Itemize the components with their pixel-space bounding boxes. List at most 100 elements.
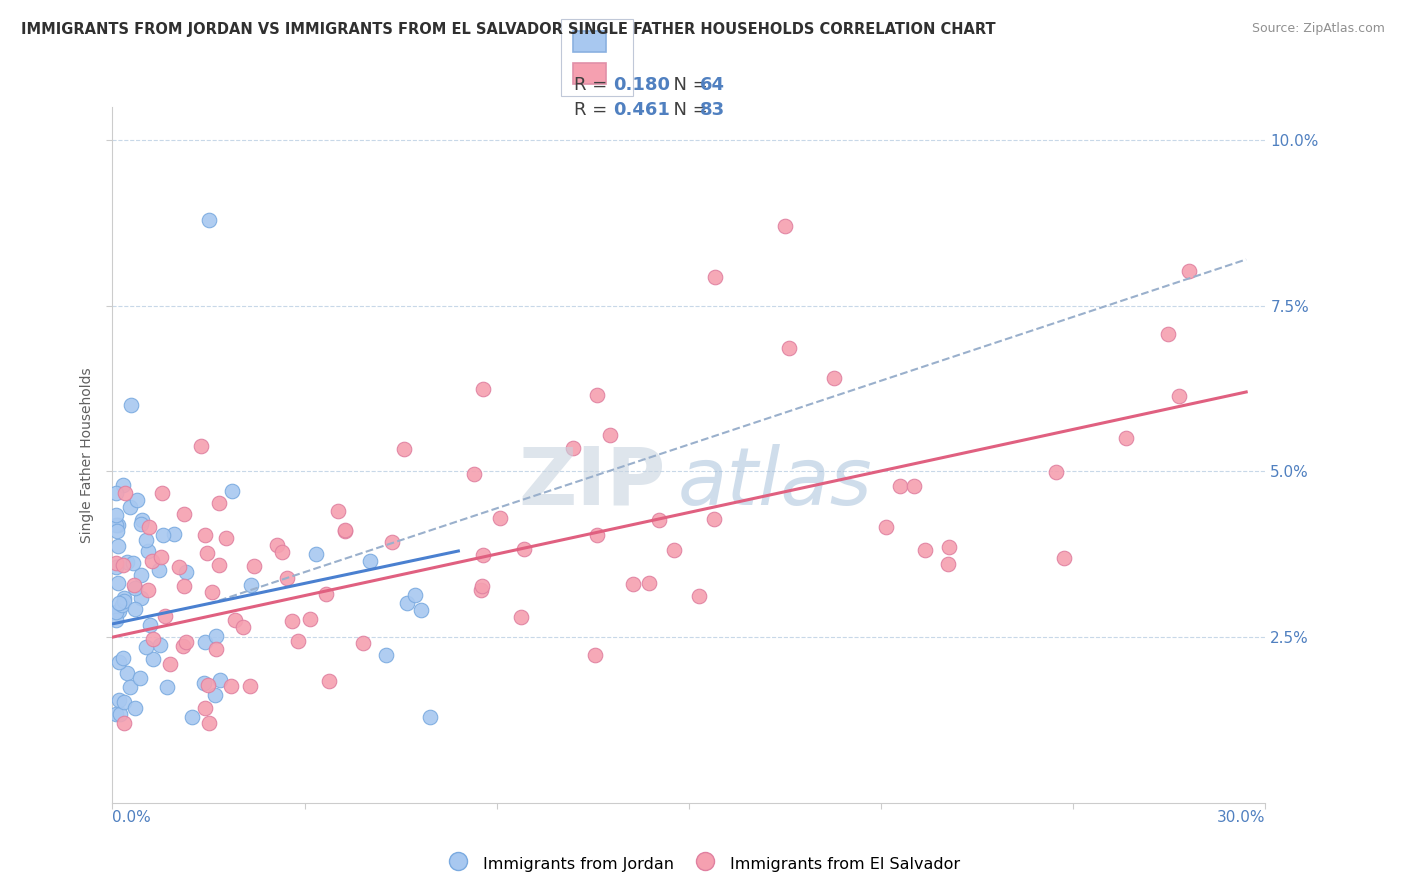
- Point: [124, 701, 146, 715]
- Point: [105, 613, 128, 627]
- Point: [773, 219, 796, 234]
- Text: ZIP: ZIP: [519, 443, 666, 522]
- Text: 0.461: 0.461: [613, 101, 669, 119]
- Point: [215, 532, 238, 546]
- Point: [281, 614, 304, 628]
- Point: [395, 596, 418, 610]
- Point: [115, 555, 138, 569]
- Point: [129, 568, 152, 582]
- Point: [138, 520, 160, 534]
- Point: [326, 503, 349, 517]
- Text: 83: 83: [700, 101, 725, 119]
- Point: [224, 613, 246, 627]
- Point: [107, 518, 129, 533]
- Point: [586, 528, 609, 542]
- Point: [107, 597, 129, 611]
- Text: atlas: atlas: [678, 443, 872, 522]
- Point: [638, 575, 661, 590]
- Point: [333, 524, 356, 538]
- Point: [141, 554, 163, 568]
- Point: [266, 538, 288, 552]
- Point: [105, 508, 128, 522]
- Point: [118, 681, 141, 695]
- Point: [704, 269, 727, 284]
- Point: [195, 546, 218, 560]
- Point: [889, 479, 911, 493]
- Text: N =: N =: [662, 76, 714, 94]
- Point: [205, 629, 228, 643]
- Point: [163, 527, 186, 541]
- Legend: , : ,: [561, 19, 633, 96]
- Point: [318, 674, 340, 689]
- Point: [472, 548, 495, 562]
- Point: [169, 560, 191, 574]
- Point: [107, 575, 129, 590]
- Point: [287, 633, 309, 648]
- Point: [304, 547, 326, 561]
- Point: [120, 398, 142, 412]
- Point: [156, 680, 179, 694]
- Point: [359, 554, 381, 568]
- Point: [513, 541, 536, 556]
- Point: [648, 513, 671, 527]
- Point: [392, 442, 415, 456]
- Point: [194, 701, 217, 715]
- Point: [115, 666, 138, 681]
- Point: [1053, 550, 1076, 565]
- Point: [149, 638, 172, 652]
- Point: [914, 542, 936, 557]
- Point: [938, 540, 960, 554]
- Point: [108, 706, 131, 721]
- Point: [112, 651, 135, 665]
- Point: [112, 716, 135, 731]
- Point: [173, 579, 195, 593]
- Point: [489, 511, 512, 525]
- Point: [352, 636, 374, 650]
- Point: [139, 618, 162, 632]
- Point: [105, 486, 128, 500]
- Point: [122, 556, 145, 570]
- Point: [129, 591, 152, 605]
- Legend: Immigrants from Jordan, Immigrants from El Salvador: Immigrants from Jordan, Immigrants from …: [440, 847, 966, 880]
- Point: [315, 587, 337, 601]
- Point: [463, 467, 485, 481]
- Point: [205, 642, 228, 657]
- Point: [111, 558, 134, 573]
- Text: 30.0%: 30.0%: [1218, 810, 1265, 825]
- Point: [124, 577, 146, 591]
- Point: [419, 709, 441, 723]
- Y-axis label: Single Father Households: Single Father Households: [80, 368, 94, 542]
- Point: [153, 608, 176, 623]
- Point: [471, 579, 494, 593]
- Point: [124, 601, 146, 615]
- Point: [136, 544, 159, 558]
- Point: [208, 496, 231, 510]
- Point: [823, 371, 845, 385]
- Point: [875, 520, 897, 534]
- Point: [136, 582, 159, 597]
- Point: [174, 635, 197, 649]
- Point: [240, 578, 263, 592]
- Point: [150, 486, 173, 500]
- Point: [271, 545, 294, 559]
- Point: [125, 492, 148, 507]
- Point: [232, 620, 254, 634]
- Text: Source: ZipAtlas.com: Source: ZipAtlas.com: [1251, 22, 1385, 36]
- Point: [208, 558, 231, 572]
- Text: R =: R =: [574, 76, 613, 94]
- Point: [135, 533, 157, 547]
- Point: [472, 382, 495, 396]
- Point: [112, 478, 135, 492]
- Point: [105, 560, 128, 574]
- Point: [586, 388, 609, 402]
- Point: [299, 611, 322, 625]
- Point: [129, 671, 152, 685]
- Point: [173, 507, 195, 521]
- Point: [108, 603, 131, 617]
- Point: [599, 428, 621, 442]
- Point: [107, 693, 129, 707]
- Text: N =: N =: [662, 101, 714, 119]
- Point: [193, 676, 215, 690]
- Point: [174, 566, 197, 580]
- Point: [142, 652, 165, 666]
